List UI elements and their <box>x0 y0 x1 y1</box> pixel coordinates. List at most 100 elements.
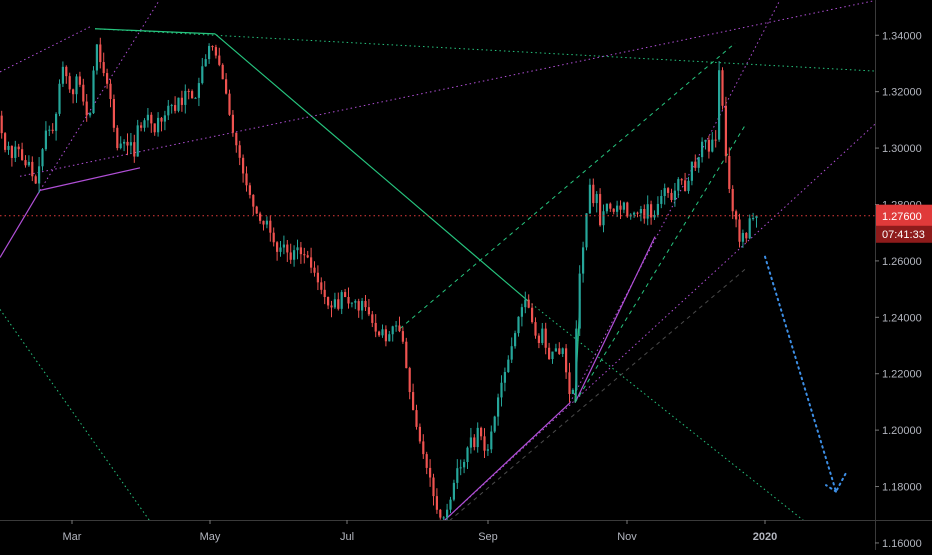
trendline-9[interactable] <box>439 402 571 526</box>
trendline-1[interactable] <box>94 28 216 35</box>
candle-body <box>24 160 27 166</box>
candle-body <box>425 454 428 468</box>
candle <box>585 213 588 251</box>
candle <box>208 43 211 64</box>
trendline-14[interactable] <box>569 0 781 404</box>
candle-body <box>714 139 717 141</box>
candle-body <box>568 372 571 395</box>
trendline-5[interactable] <box>0 309 166 543</box>
candle-body <box>752 218 755 220</box>
trendline-8[interactable] <box>0 190 41 258</box>
candle <box>126 133 129 156</box>
candle <box>405 337 408 369</box>
candle <box>99 37 102 69</box>
candle-body <box>112 99 115 128</box>
candle <box>500 375 503 407</box>
candle <box>517 316 520 337</box>
candle-body <box>697 157 700 168</box>
candle <box>595 191 598 213</box>
candle-body <box>61 66 64 84</box>
candle-body <box>78 76 81 85</box>
candle-body <box>636 212 639 214</box>
candle <box>167 99 170 120</box>
candle <box>119 136 122 150</box>
candle <box>497 393 500 426</box>
candle <box>374 314 377 338</box>
candle-body <box>157 117 160 133</box>
candle-body <box>660 196 663 204</box>
candle <box>660 189 663 209</box>
trendline-16[interactable] <box>399 42 736 329</box>
candle-body <box>361 300 364 311</box>
candle-body <box>473 437 476 448</box>
trendline-7[interactable] <box>39 167 141 191</box>
candle <box>650 200 653 225</box>
candle-body <box>99 44 102 63</box>
candle <box>204 54 207 67</box>
price-axis[interactable] <box>875 0 932 550</box>
trendline-17[interactable] <box>574 125 746 404</box>
candle-body <box>282 244 285 248</box>
candle-body <box>677 179 680 191</box>
candle <box>680 178 683 185</box>
candle <box>61 61 64 88</box>
candle-body <box>276 242 279 252</box>
candle <box>456 459 459 489</box>
candle-body <box>218 55 221 65</box>
candle <box>697 156 700 173</box>
trendline-15[interactable] <box>439 123 876 525</box>
candle-body <box>524 299 527 308</box>
candle-body <box>398 325 401 332</box>
candle <box>327 296 330 310</box>
projection-arrow[interactable] <box>764 255 848 495</box>
trendline-12[interactable] <box>0 26 91 73</box>
last-price-badge[interactable]: 1.27600 07:41:33 <box>876 204 932 243</box>
candle-body <box>129 142 132 146</box>
candle-body <box>357 301 360 311</box>
candle-body <box>728 155 731 189</box>
candle <box>619 200 622 220</box>
candle <box>279 240 282 257</box>
candle-body <box>293 250 296 260</box>
candle-body <box>51 129 54 131</box>
candle-body <box>177 97 180 111</box>
candle <box>340 290 343 315</box>
candle-body <box>296 247 299 251</box>
candle-body <box>476 427 479 448</box>
candle-body <box>653 214 656 218</box>
trendline-4[interactable] <box>527 300 831 542</box>
candle-body <box>58 83 61 114</box>
trendline-2[interactable] <box>214 33 529 302</box>
candle-body <box>633 212 636 215</box>
candle-body <box>622 202 625 210</box>
candle <box>82 78 85 106</box>
candle <box>242 154 245 183</box>
trendline-18[interactable] <box>424 268 746 542</box>
candle-body <box>452 482 455 500</box>
candle-body <box>490 431 493 450</box>
candle-body <box>643 209 646 219</box>
candle <box>449 496 452 514</box>
x-tick-label: Sep <box>478 531 498 543</box>
candle-body <box>279 247 282 252</box>
trendline-13[interactable] <box>19 0 876 177</box>
candle <box>170 103 173 114</box>
x-tick-label: Nov <box>617 531 637 543</box>
candle-body <box>551 351 554 360</box>
trendline-11[interactable] <box>39 0 161 191</box>
candle-body <box>167 105 170 116</box>
candle <box>493 415 496 433</box>
candle-body <box>575 328 578 390</box>
candle-body <box>670 192 673 200</box>
candle <box>85 94 88 122</box>
candle-body <box>286 244 289 253</box>
candle <box>55 112 58 141</box>
candle-body <box>364 300 367 308</box>
time-axis[interactable] <box>0 520 875 550</box>
candle-body <box>92 70 95 114</box>
candle-body <box>381 329 384 336</box>
trendline-10[interactable] <box>574 236 656 404</box>
